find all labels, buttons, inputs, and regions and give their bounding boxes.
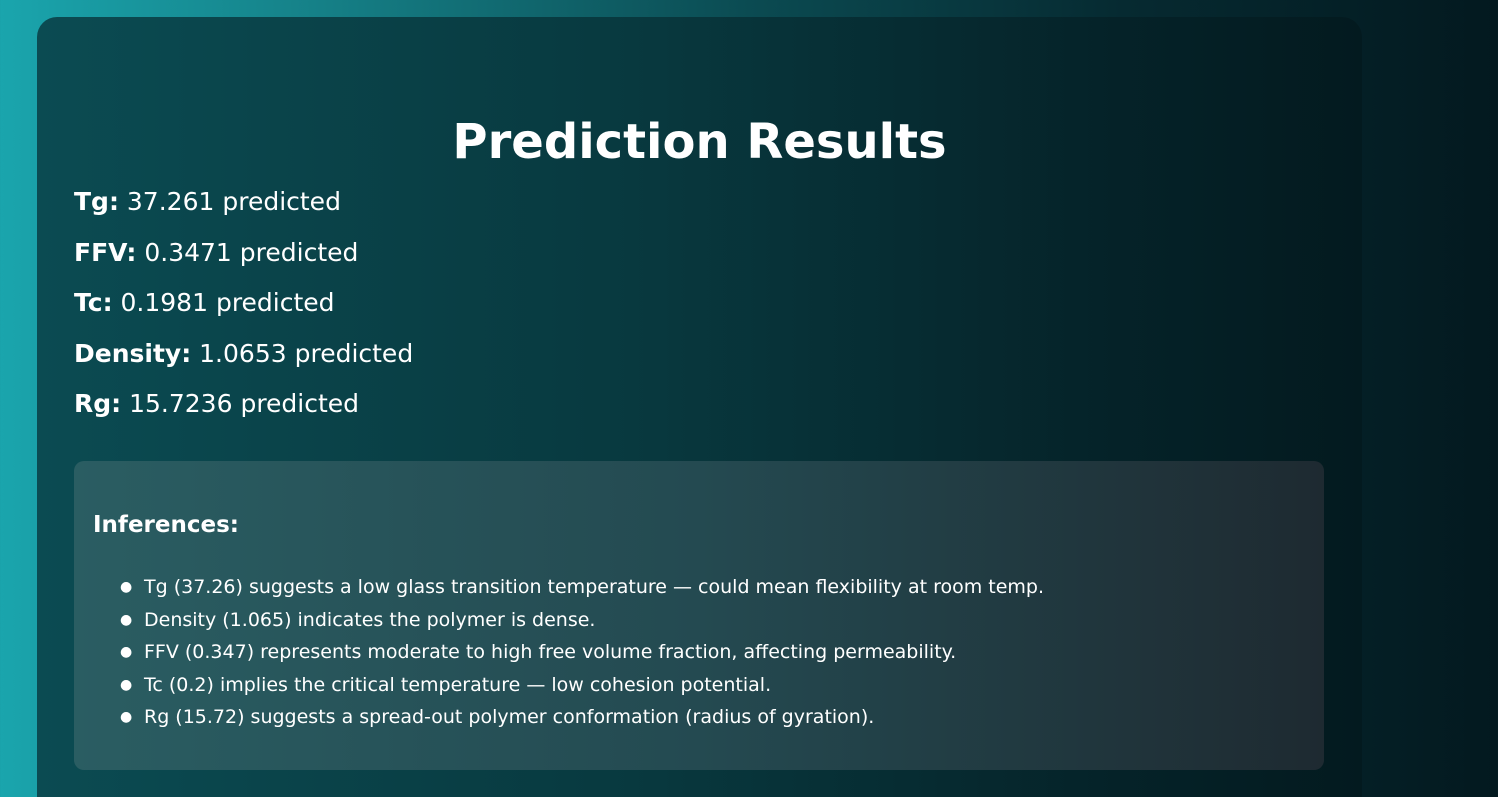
page-title: Prediction Results [452, 114, 947, 170]
bullet-icon: ● [120, 676, 133, 693]
result-colon: : [126, 237, 137, 267]
result-value: 1.0653 [199, 338, 287, 368]
results-card: Prediction Results Tg: 37.261 predicted … [37, 17, 1362, 797]
list-item: ● Tc (0.2) implies the critical temperat… [120, 669, 1044, 702]
result-name: Rg [74, 389, 112, 418]
list-item: ● FFV (0.347) represents moderate to hig… [120, 636, 1044, 669]
result-colon: : [181, 338, 192, 368]
result-suffix: predicted [240, 389, 360, 418]
list-item: ● Rg (15.72) suggests a spread-out polym… [120, 701, 1044, 734]
result-value: 0.1981 [120, 288, 208, 317]
bullet-icon: ● [120, 644, 133, 660]
result-value: 0.3471 [144, 237, 232, 267]
results-list: Tg: 37.261 predicted FFV: 0.3471 predict… [74, 187, 413, 440]
inference-text: Density (1.065) indicates the polymer is… [144, 608, 596, 631]
result-suffix: predicted [215, 288, 335, 317]
inference-text: Tc (0.2) implies the critical temperatur… [144, 673, 772, 696]
result-row-density: Density: 1.0653 predicted [74, 339, 413, 369]
result-colon: : [108, 187, 119, 216]
result-name: Density [74, 338, 182, 368]
result-value: 37.261 [126, 187, 215, 216]
bullet-icon: ● [120, 611, 133, 628]
result-suffix: predicted [239, 237, 359, 267]
inferences-title: Inferences: [93, 512, 239, 538]
inferences-panel: Inferences: ● Tg (37.26) suggests a low … [74, 461, 1324, 770]
bullet-icon: ● [120, 579, 133, 595]
result-row-ffv: FFV: 0.3471 predicted [74, 238, 413, 268]
result-row-tg: Tg: 37.261 predicted [74, 187, 413, 217]
inference-text: FFV (0.347) represents moderate to high … [144, 641, 957, 663]
result-name: Tc [74, 288, 103, 317]
result-suffix: predicted [294, 338, 414, 368]
result-colon: : [102, 288, 113, 317]
list-item: ● Density (1.065) indicates the polymer … [120, 604, 1044, 637]
inferences-list: ● Tg (37.26) suggests a low glass transi… [120, 571, 1045, 734]
bullet-icon: ● [120, 709, 133, 725]
result-value: 15.7236 [129, 389, 233, 418]
inference-text: Tg (37.26) suggests a low glass transiti… [144, 576, 1045, 598]
result-colon: : [111, 389, 122, 418]
result-row-tc: Tc: 0.1981 predicted [74, 288, 413, 318]
result-name: FFV [74, 237, 127, 267]
result-suffix: predicted [222, 187, 341, 216]
result-row-rg: Rg: 15.7236 predicted [74, 389, 413, 419]
inference-text: Rg (15.72) suggests a spread-out polymer… [144, 706, 875, 728]
list-item: ● Tg (37.26) suggests a low glass transi… [120, 571, 1045, 604]
result-name: Tg [74, 187, 109, 216]
